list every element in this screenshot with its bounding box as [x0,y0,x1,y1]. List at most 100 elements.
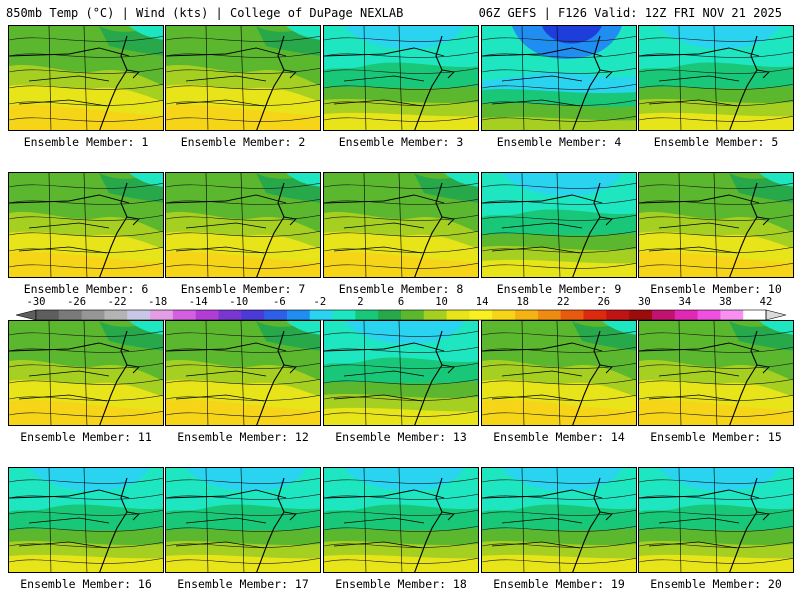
colorbar-tick-label: 22 [556,296,570,308]
ensemble-member-caption-6: Ensemble Member: 6 [23,282,149,296]
colorbar-segment [537,310,562,320]
colorbar-segment [241,310,265,320]
colorbar-segment [264,310,288,320]
colorbar-tick-label: 6 [397,296,405,308]
ensemble-member-map-6 [8,172,164,278]
ensemble-member-map-19 [481,467,637,573]
colorbar-tick-label: 38 [719,296,732,308]
map-image-10 [639,173,793,277]
map-image-7 [166,173,320,277]
colorbar-tick-label: -2 [313,296,327,308]
colorbar-tick-label: -10 [229,296,249,308]
colorbar-segment [423,310,448,320]
colorbar-segment [309,310,334,320]
ensemble-member-caption-16: Ensemble Member: 16 [20,577,152,591]
colorbar-segment [127,310,151,320]
map-image-4 [482,26,636,130]
ensemble-member-map-9 [481,172,637,278]
ensemble-member-map-1 [8,25,164,131]
ensemble-member-map-10 [638,172,794,278]
ensemble-member-caption-17: Ensemble Member: 17 [177,577,309,591]
colorbar-segment [81,310,105,320]
colorbar-segment [218,310,242,320]
map-image-16 [9,468,163,572]
ensemble-member-caption-4: Ensemble Member: 4 [496,135,622,149]
colorbar-segment [651,310,676,320]
colorbar-segment [674,310,699,320]
valid-time-title: 06Z GEFS | F126 Valid: 12Z FRI NOV 21 20… [478,6,782,20]
ensemble-member-map-13 [323,320,479,426]
colorbar-segment [560,310,584,320]
ensemble-member-caption-3: Ensemble Member: 3 [338,135,464,149]
ensemble-member-map-11 [8,320,164,426]
map-image-18 [324,468,478,572]
colorbar-segment [606,310,630,320]
ensemble-member-caption-1: Ensemble Member: 1 [23,135,149,149]
colorbar-segment [36,310,60,320]
colorbar-segment [286,310,311,320]
ensemble-member-map-20 [638,467,794,573]
colorbar-tick-label: 18 [516,296,529,308]
map-image-20 [639,468,793,572]
product-title: 850mb Temp (°C) | Wind (kts) | College o… [6,6,404,20]
ensemble-member-map-5 [638,25,794,131]
map-image-3 [324,26,478,130]
ensemble-member-map-4 [481,25,637,131]
map-image-1 [9,26,163,130]
colorbar-segment [583,310,607,320]
ensemble-member-map-12 [165,320,321,426]
colorbar-labels: -30 -26 -22 -18 -14 -10 -6 -2 2 6 10 14 18 22 26 30 34 38… [0,296,800,308]
colorbar-segment [150,310,174,320]
colorbar-right-arrow [765,309,787,321]
colorbar-segment [469,310,493,320]
colorbar-segment [172,310,197,320]
colorbar-segment [446,310,470,320]
ensemble-member-caption-7: Ensemble Member: 7 [180,282,306,296]
map-image-2 [166,26,320,130]
colorbar-tick-label: 14 [475,296,489,308]
ensemble-member-map-3 [323,25,479,131]
ensemble-member-map-2 [165,25,321,131]
ensemble-member-map-16 [8,467,164,573]
colorbar-segment [629,310,653,320]
colorbar-tick-label: -14 [188,296,208,308]
ensemble-member-caption-12: Ensemble Member: 12 [177,430,309,444]
ensemble-member-caption-11: Ensemble Member: 11 [20,430,152,444]
ensemble-member-map-7 [165,172,321,278]
ensemble-member-caption-9: Ensemble Member: 9 [496,282,622,296]
map-image-6 [9,173,163,277]
colorbar: -30 -26 -22 -18 -14 -10 -6 -2 2 6 10 14 18 22 26 30 34 38… [0,296,800,322]
colorbar-tick-label: 26 [597,296,611,308]
colorbar-tick-label: 34 [678,296,692,308]
ensemble-member-caption-14: Ensemble Member: 14 [493,430,625,444]
colorbar-segment [492,310,516,320]
map-image-17 [166,468,320,572]
ensemble-member-caption-13: Ensemble Member: 13 [335,430,467,444]
colorbar-tick-label: -6 [273,296,286,308]
map-image-9 [482,173,636,277]
colorbar-frame [35,309,767,321]
ensemble-member-caption-2: Ensemble Member: 2 [180,135,306,149]
map-image-19 [482,468,636,572]
colorbar-tick-label: 10 [435,296,448,308]
colorbar-tick-label: -30 [26,296,46,308]
map-image-11 [9,321,163,425]
ensemble-member-caption-20: Ensemble Member: 20 [650,577,782,591]
map-image-12 [166,321,320,425]
ensemble-member-caption-5: Ensemble Member: 5 [653,135,779,149]
map-image-15 [639,321,793,425]
colorbar-segment [515,310,539,320]
ensemble-member-caption-18: Ensemble Member: 18 [335,577,467,591]
ensemble-member-map-18 [323,467,479,573]
colorbar-segment [743,310,767,320]
colorbar-segment [401,310,425,320]
header: 850mb Temp (°C) | Wind (kts) | College o… [0,0,800,22]
ensemble-member-caption-15: Ensemble Member: 15 [650,430,782,444]
map-image-5 [639,26,793,130]
map-image-14 [482,321,636,425]
colorbar-tick-label: 30 [638,296,651,308]
ensemble-member-caption-10: Ensemble Member: 10 [650,282,782,296]
colorbar-segment [720,310,744,320]
ensemble-member-map-15 [638,320,794,426]
colorbar-segment [378,310,402,320]
